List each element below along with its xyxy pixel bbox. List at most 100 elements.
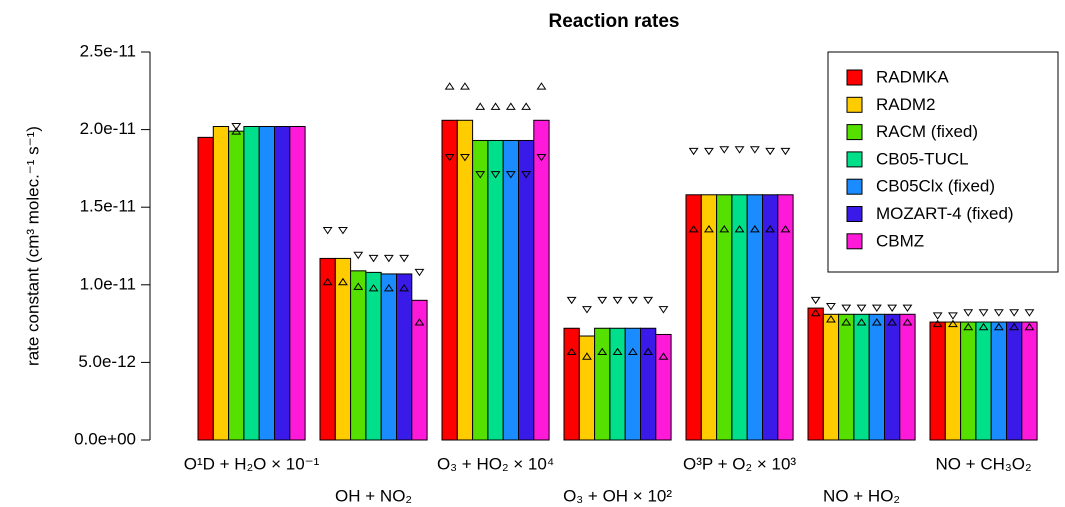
marker-down (856, 304, 867, 312)
bar (594, 327, 611, 441)
marker-up (993, 322, 1004, 331)
bar (853, 313, 870, 441)
bar (838, 313, 855, 441)
x-tick-label: NO + HO₂ (823, 486, 900, 505)
marker-up (932, 319, 943, 328)
marker-down (765, 147, 776, 156)
marker-down (521, 171, 532, 179)
y-tick-label: 0.0e+00 (74, 429, 136, 448)
marker-down (948, 312, 958, 320)
marker-down (490, 171, 501, 179)
marker-down (460, 154, 470, 162)
marker-up (505, 102, 516, 110)
legend-label: MOZART-4 (fixed) (876, 204, 1014, 223)
bar (289, 125, 306, 441)
marker-up (948, 319, 958, 328)
bar (960, 321, 977, 441)
marker-down (780, 147, 791, 156)
marker-down (1024, 309, 1035, 317)
marker-down (383, 254, 394, 263)
marker-down (582, 306, 592, 314)
bar (274, 125, 291, 441)
legend-swatch (846, 178, 863, 195)
x-tick-label: OH + NO₂ (335, 486, 412, 505)
marker-down (231, 122, 242, 131)
marker-up (963, 322, 974, 331)
marker-down (612, 296, 623, 305)
bar (563, 327, 580, 441)
marker-down (444, 154, 455, 162)
marker-up (627, 347, 638, 356)
marker-up (780, 225, 791, 233)
marker-down (932, 312, 943, 320)
bar (822, 313, 840, 441)
bar (502, 139, 520, 441)
marker-up (1024, 322, 1035, 331)
bar (884, 313, 901, 441)
marker-up (978, 322, 989, 331)
y-tick-label: 2.5e-11 (80, 41, 136, 60)
marker-down (597, 296, 608, 305)
marker-down (719, 146, 730, 154)
marker-down (688, 147, 699, 156)
marker-up (490, 102, 501, 110)
marker-up (1009, 322, 1020, 331)
marker-up (719, 225, 730, 233)
bar (777, 194, 794, 441)
bar (1021, 321, 1038, 441)
marker-down (963, 309, 974, 317)
marker-up (322, 277, 333, 286)
bar (1006, 321, 1023, 441)
legend-label: CB05Clx (fixed) (876, 177, 995, 196)
legend-label: RACM (fixed) (876, 122, 978, 141)
y-tick-label: 5.0e-12 (78, 352, 136, 371)
marker-down (414, 268, 425, 277)
bar (944, 321, 962, 441)
marker-down (566, 296, 577, 305)
legend-label: RADMKA (876, 67, 949, 86)
marker-down (368, 254, 379, 263)
marker-up (658, 352, 669, 360)
bar (472, 139, 489, 441)
marker-down (399, 254, 410, 263)
marker-up (704, 225, 714, 233)
bar (929, 321, 946, 441)
marker-down (887, 304, 898, 312)
marker-down (353, 251, 364, 260)
marker-down (993, 309, 1004, 317)
marker-up (521, 102, 532, 110)
bar (899, 313, 916, 441)
marker-up (475, 102, 486, 110)
legend-swatch (846, 206, 863, 222)
bar (350, 270, 367, 441)
marker-down (658, 306, 669, 314)
bar (365, 271, 382, 441)
legend (827, 51, 1059, 273)
marker-up (749, 225, 760, 233)
marker-down (871, 304, 882, 312)
bar (578, 335, 596, 441)
bar (456, 119, 474, 441)
marker-up (688, 225, 699, 233)
y-tick-label: 1.5e-11 (80, 197, 136, 216)
bar (624, 327, 642, 441)
marker-up (566, 347, 577, 356)
marker-down (475, 171, 486, 179)
legend-label: CB05-TUCL (876, 149, 969, 168)
bar (533, 119, 550, 441)
bar (441, 119, 458, 441)
y-axis-label: rate constant (cm³ molec.⁻¹ s⁻¹) (23, 126, 42, 366)
marker-down (902, 304, 913, 312)
marker-down (734, 146, 745, 154)
marker-up (536, 82, 547, 90)
marker-down (826, 303, 836, 311)
marker-up (871, 318, 882, 326)
marker-up (414, 318, 425, 326)
y-tick-label: 1.0e-11 (80, 274, 136, 293)
bar (640, 327, 657, 441)
marker-up (399, 284, 410, 292)
marker-up (368, 284, 379, 292)
x-tick-label: NO + CH₃O₂ (935, 454, 1031, 473)
marker-down (536, 154, 547, 162)
